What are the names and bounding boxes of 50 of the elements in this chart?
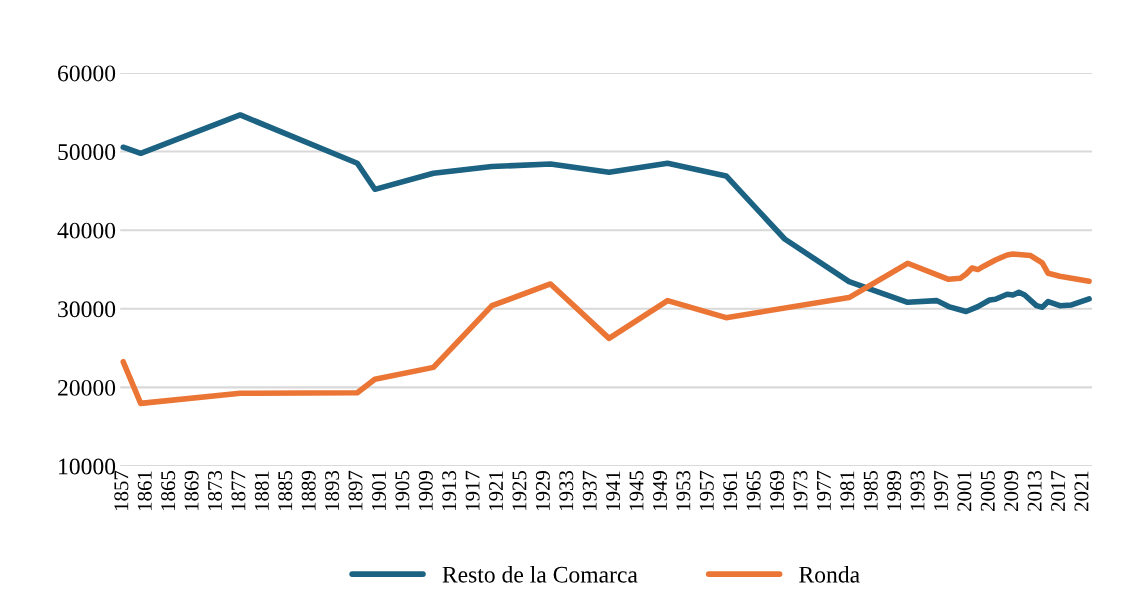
y-tick-label: 20000: [58, 379, 116, 396]
x-tick-label: 1977: [816, 470, 831, 511]
x-tick-label: 1981: [840, 471, 855, 511]
x-tick-label: 1881: [254, 471, 269, 511]
x-tick-label: 1909: [418, 471, 433, 511]
x-tick-label: 2005: [980, 471, 995, 511]
y-tick-label: 60000: [58, 65, 116, 82]
x-tick-label: 1989: [887, 471, 902, 511]
y-tick-label: 30000: [58, 301, 116, 318]
x-tick-label: 1957: [699, 470, 714, 511]
x-tick-label: 1937: [582, 470, 597, 511]
x-tick-label: 1985: [863, 471, 878, 511]
x-tick-label: 1961: [723, 471, 738, 511]
x-tick-label: 1933: [559, 471, 574, 511]
x-tick-label: 2001: [957, 471, 972, 511]
x-tick-label: 1893: [325, 471, 340, 511]
y-tick-label: 50000: [58, 144, 116, 160]
x-tick-label: 1921: [489, 471, 504, 511]
legend-label: Ronda: [799, 566, 860, 583]
x-tick-label: 1945: [629, 471, 644, 511]
x-tick-label: 1965: [746, 471, 761, 511]
legend-label: Resto de la Comarca: [442, 566, 638, 583]
x-tick-label: 1905: [395, 471, 410, 511]
x-tick-label: 1857: [114, 470, 129, 511]
x-tick-label: 1993: [910, 471, 925, 511]
y-tick-label: 10000: [59, 458, 116, 475]
x-tick-label: 1885: [278, 471, 293, 511]
x-tick-label: 1941: [606, 471, 621, 511]
x-tick-label: 1997: [933, 470, 948, 511]
x-tick-label: 2009: [1004, 471, 1019, 511]
x-tick-label: 1865: [161, 471, 176, 511]
x-tick-label: 1949: [652, 471, 667, 511]
x-tick-label: 1869: [184, 471, 199, 511]
x-tick-label: 1861: [137, 471, 152, 511]
x-tick-label: 2021: [1074, 471, 1089, 511]
x-tick-label: 1897: [348, 470, 363, 511]
x-tick-label: 2013: [1027, 471, 1042, 511]
x-tick-label: 1953: [676, 471, 691, 511]
y-tick-label: 40000: [57, 222, 116, 239]
x-tick-label: 1877: [231, 470, 246, 511]
x-tick-label: 1901: [371, 471, 386, 511]
x-tick-label: 1889: [301, 471, 316, 511]
x-tick-label: 1913: [442, 471, 457, 511]
x-tick-label: 1929: [535, 471, 550, 511]
x-tick-label: 1873: [207, 471, 223, 511]
x-tick-label: 2017: [1051, 470, 1066, 511]
x-tick-label: 1973: [793, 471, 808, 511]
x-tick-label: 1969: [770, 471, 785, 511]
x-tick-label: 1925: [512, 471, 527, 511]
x-tick-label: 1917: [465, 470, 480, 511]
